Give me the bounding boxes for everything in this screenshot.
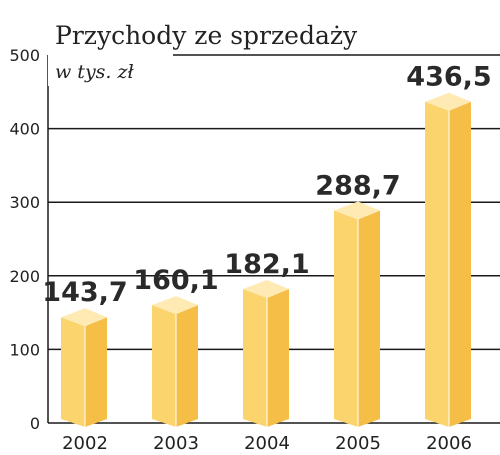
bar-top — [152, 296, 198, 315]
bar-front — [334, 210, 358, 427]
chart-subtitle: w tys. zł — [55, 61, 135, 83]
x-tick-label: 2005 — [335, 433, 381, 454]
y-tick-label: 300 — [9, 193, 40, 212]
y-tick-label: 200 — [9, 267, 40, 286]
y-tick-label: 100 — [9, 340, 40, 359]
bar-top — [61, 308, 107, 327]
value-label: 182,1 — [224, 249, 309, 280]
bar-front — [243, 288, 267, 427]
bar-top — [243, 279, 289, 298]
y-tick-label: 400 — [9, 120, 40, 139]
bar — [61, 308, 107, 427]
title-backdrop — [48, 52, 173, 86]
bar-front — [61, 317, 85, 427]
y-tick-label: 0 — [30, 414, 40, 433]
bar — [152, 296, 198, 427]
bar-side — [85, 317, 107, 427]
x-tick-label: 2004 — [244, 433, 290, 454]
bars — [61, 92, 471, 428]
bar — [425, 92, 471, 428]
labels: 0 100 200 300 400 500 143,7 2002 160,1 2003 182,1 2… — [9, 46, 491, 454]
bar-side — [267, 288, 289, 427]
bar-side — [449, 101, 471, 428]
x-tick-label: 2002 — [62, 433, 108, 454]
bar-top — [425, 92, 471, 111]
bar — [243, 279, 289, 427]
bar-front — [425, 101, 449, 428]
value-label: 436,5 — [406, 62, 491, 93]
bar-side — [358, 210, 380, 427]
x-tick-label: 2003 — [153, 433, 199, 454]
bar-front — [152, 305, 176, 427]
bar-top — [334, 201, 380, 220]
chart-title: Przychody ze sprzedaży — [55, 21, 358, 50]
value-label: 160,1 — [133, 265, 218, 296]
value-label: 288,7 — [315, 171, 400, 202]
bar-side — [176, 305, 198, 427]
y-tick-label: 500 — [9, 46, 40, 65]
x-tick-label: 2006 — [426, 433, 472, 454]
bar — [334, 201, 380, 427]
value-label: 143,7 — [42, 277, 127, 308]
